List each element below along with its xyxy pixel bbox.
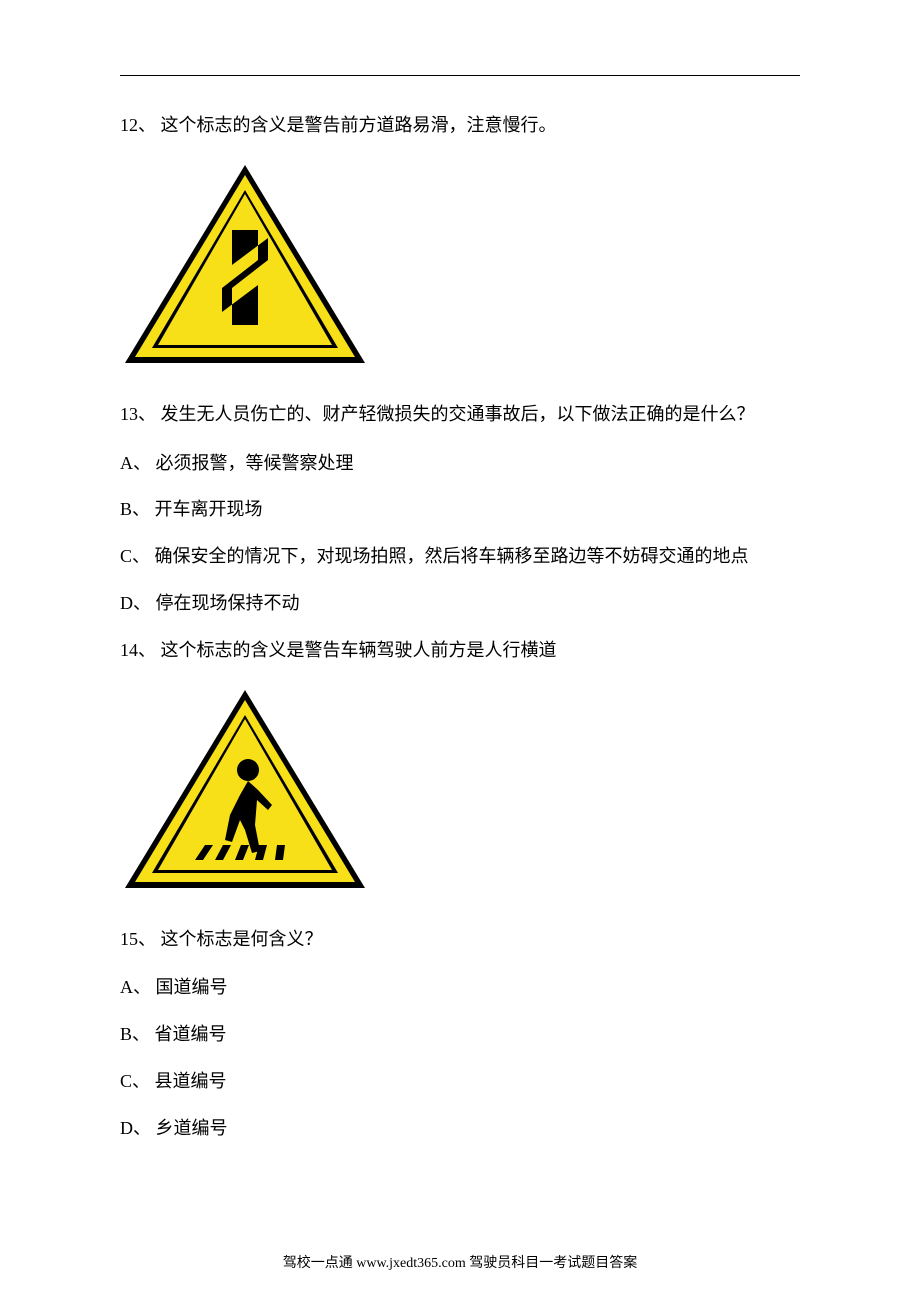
option-13c: C、 确保安全的情况下，对现场拍照，然后将车辆移至路边等不妨碍交通的地点: [120, 542, 800, 571]
option-15d: D、 乡道编号: [120, 1114, 800, 1143]
option-15a: A、 国道编号: [120, 973, 800, 1002]
warning-sign-pedestrian-crossing: [120, 685, 370, 895]
question-15: 15、 这个标志是何含义？: [120, 925, 800, 954]
question-12: 12、 这个标志的含义是警告前方道路易滑，注意慢行。: [120, 111, 800, 140]
option-label: D、: [120, 593, 151, 613]
warning-sign-reverse-curve: [120, 160, 370, 370]
question-number: 15、: [120, 929, 156, 949]
option-13a: A、 必须报警，等候警察处理: [120, 449, 800, 478]
option-label: B、: [120, 499, 150, 519]
option-label: D、: [120, 1118, 151, 1138]
question-number: 12、: [120, 115, 156, 135]
footer-prefix: 驾校一点通: [283, 1256, 357, 1271]
option-label: A、: [120, 453, 151, 473]
option-content: 停在现场保持不动: [156, 593, 300, 613]
question-text-content: 这个标志的含义是警告前方道路易滑，注意慢行。: [161, 115, 557, 135]
page-footer: 驾校一点通 www.jxedt365.com 驾驶员科目一考试题目答案: [0, 1252, 920, 1272]
option-content: 县道编号: [155, 1071, 227, 1091]
option-content: 省道编号: [155, 1024, 227, 1044]
question-text-content: 这个标志的含义是警告车辆驾驶人前方是人行横道: [161, 640, 557, 660]
option-content: 开车离开现场: [155, 499, 263, 519]
option-content: 乡道编号: [156, 1118, 228, 1138]
option-content: 必须报警，等候警察处理: [156, 453, 354, 473]
option-15c: C、 县道编号: [120, 1067, 800, 1096]
option-label: B、: [120, 1024, 150, 1044]
option-15b: B、 省道编号: [120, 1020, 800, 1049]
option-label: C、: [120, 1071, 150, 1091]
question-number: 14、: [120, 640, 156, 660]
question-number: 13、: [120, 404, 156, 424]
question-text-content: 发生无人员伤亡的、财产轻微损失的交通事故后，以下做法正确的是什么？: [161, 404, 755, 424]
sign-image-12: [120, 160, 800, 375]
question-text-content: 这个标志是何含义？: [161, 929, 323, 949]
question-14: 14、 这个标志的含义是警告车辆驾驶人前方是人行横道: [120, 636, 800, 665]
question-13: 13、 发生无人员伤亡的、财产轻微损失的交通事故后，以下做法正确的是什么？: [120, 400, 800, 429]
option-content: 确保安全的情况下，对现场拍照，然后将车辆移至路边等不妨碍交通的地点: [155, 546, 749, 566]
footer-suffix: 驾驶员科目一考试题目答案: [466, 1256, 638, 1271]
footer-url: www.jxedt365.com: [356, 1256, 466, 1271]
page-content: 12、 这个标志的含义是警告前方道路易滑，注意慢行。 13、 发生无人员伤亡的、…: [0, 0, 920, 1143]
sign-image-14: [120, 685, 800, 900]
option-13b: B、 开车离开现场: [120, 495, 800, 524]
option-13d: D、 停在现场保持不动: [120, 589, 800, 618]
option-label: C、: [120, 546, 150, 566]
top-divider: [120, 75, 800, 76]
option-label: A、: [120, 977, 151, 997]
option-content: 国道编号: [156, 977, 228, 997]
